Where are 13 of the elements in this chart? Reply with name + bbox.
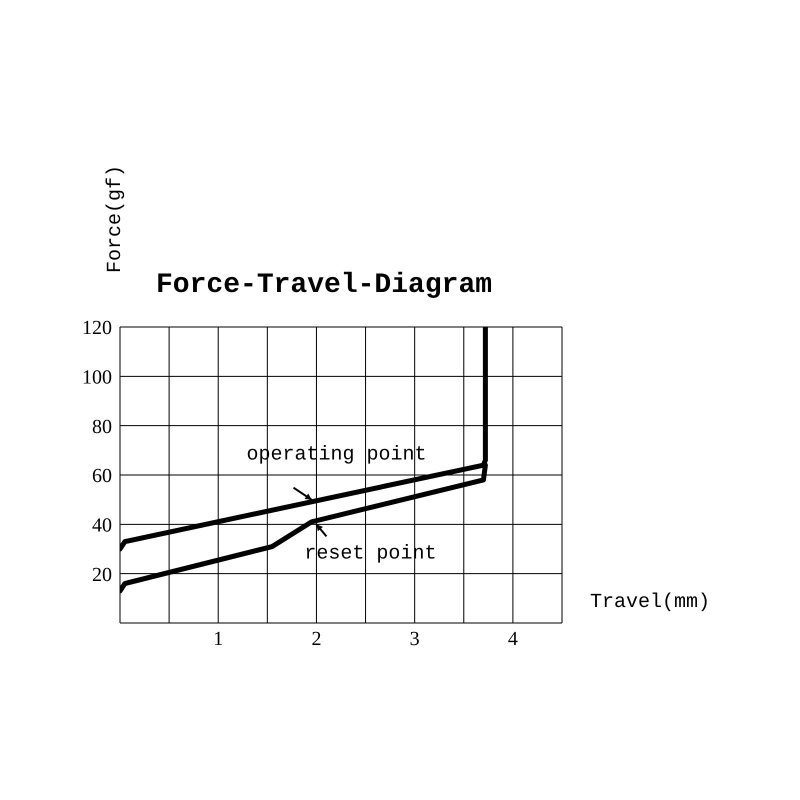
y-tick-label: 120	[82, 317, 112, 340]
y-axis-title: Force(gf)	[104, 164, 127, 273]
y-tick-label: 40	[92, 514, 112, 536]
y-tick-label: 100	[82, 366, 112, 388]
chart-title: Force-Travel-Diagram	[156, 270, 492, 301]
x-axis-title: Travel(mm)	[590, 591, 710, 614]
y-tick-label: 20	[92, 564, 112, 586]
x-tick-label: 3	[410, 628, 420, 650]
x-tick-label: 1	[213, 628, 224, 650]
y-tick-label: 60	[92, 465, 112, 488]
x-tick-label: 4	[508, 628, 518, 650]
y-tick-label: 80	[92, 416, 112, 438]
x-tick-label: 2	[311, 628, 322, 650]
